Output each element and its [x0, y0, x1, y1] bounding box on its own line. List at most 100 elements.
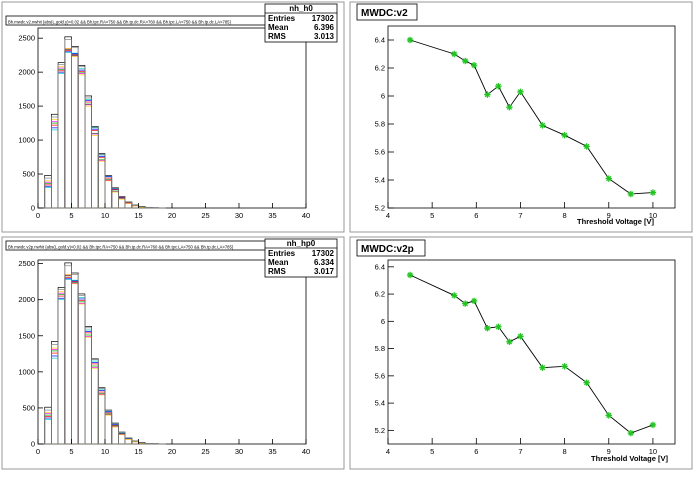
data-point — [628, 430, 634, 436]
y-tick-label: 6.2 — [375, 290, 385, 299]
x-tick-label: 40 — [302, 211, 310, 220]
y-tick-label: 5.8 — [375, 120, 385, 129]
histogram-bin — [145, 443, 152, 444]
data-point — [561, 132, 567, 138]
y-tick-label: 2000 — [18, 68, 35, 77]
x-tick-label: 8 — [563, 447, 567, 456]
stats-value-entries: 17302 — [312, 249, 335, 258]
x-tick-label: 20 — [168, 211, 176, 220]
y-tick-label: 6.4 — [375, 262, 385, 271]
data-point — [471, 62, 477, 68]
stats-label-mean: Mean — [268, 258, 289, 267]
y-tick-label: 5.8 — [375, 344, 385, 353]
x-tick-label: 5 — [430, 211, 434, 220]
x-tick-label: 20 — [168, 447, 176, 456]
x-tick-label: 10 — [101, 211, 109, 220]
chart-title: MWDC:v2 — [361, 8, 408, 19]
x-tick-label: 7 — [518, 211, 522, 220]
data-point — [628, 191, 634, 197]
y-tick-label: 2500 — [18, 34, 35, 43]
plot-frame — [388, 26, 675, 208]
stats-name: nh_hp0 — [287, 239, 316, 248]
y-tick-label: 6.2 — [375, 64, 385, 73]
x-tick-label: 4 — [386, 447, 390, 456]
y-tick-label: 1000 — [18, 136, 35, 145]
data-point — [561, 363, 567, 369]
x-tick-label: 5 — [69, 447, 73, 456]
x-tick-label: 6 — [474, 211, 478, 220]
x-tick-label: 5 — [69, 211, 73, 220]
x-tick-label: 0 — [36, 447, 40, 456]
x-tick-label: 30 — [235, 211, 243, 220]
chart-title: MWDC:v2p — [361, 244, 414, 255]
data-point — [484, 325, 490, 331]
x-tick-label: 8 — [563, 211, 567, 220]
y-tick-label: 1500 — [18, 331, 35, 340]
stats-label-mean: Mean — [268, 23, 289, 32]
stats-name: nh_h0 — [289, 4, 313, 13]
data-point — [650, 189, 656, 195]
x-tick-label: 40 — [302, 447, 310, 456]
stats-label-entries: Entries — [268, 14, 296, 23]
x-axis-label: Threshold Voltage [V] — [577, 217, 654, 226]
data-point — [506, 104, 512, 110]
stats-value-rms: 3.013 — [314, 32, 335, 41]
y-tick-label: 2000 — [18, 295, 35, 304]
y-tick-label: 0 — [31, 204, 35, 213]
y-tick-label: 5.6 — [375, 371, 385, 380]
stats-value-mean: 6.396 — [314, 23, 335, 32]
x-tick-label: 7 — [518, 447, 522, 456]
stats-label-entries: Entries — [268, 249, 296, 258]
y-tick-label: 5.4 — [375, 399, 385, 408]
stats-value-entries: 17302 — [312, 14, 335, 23]
y-tick-label: 5.6 — [375, 148, 385, 157]
y-tick-label: 6.4 — [375, 36, 385, 45]
hist-v2-marks: 0 5 10 15 20 25 30 35 40 0 500 1000 1500 2000 2500 — [18, 28, 310, 220]
x-tick-label: 25 — [201, 211, 209, 220]
x-tick-label: 35 — [268, 447, 276, 456]
data-point — [583, 379, 589, 385]
y-tick-label: 1500 — [18, 102, 35, 111]
x-tick-label: 35 — [268, 211, 276, 220]
x-tick-label: 25 — [201, 447, 209, 456]
y-tick-label: 5.4 — [375, 176, 385, 185]
data-point — [407, 37, 413, 43]
stats-value-rms: 3.017 — [314, 267, 335, 276]
stats-label-rms: RMS — [268, 267, 286, 276]
x-tick-label: 5 — [430, 447, 434, 456]
x-axis-label: Threshold Voltage [V] — [591, 454, 668, 463]
y-tick-label: 6 — [381, 317, 385, 326]
stats-value-mean: 6.334 — [314, 258, 335, 267]
y-tick-label: 500 — [22, 403, 35, 412]
data-point — [407, 272, 413, 278]
y-tick-label: 5.2 — [375, 204, 385, 213]
histogram-bin — [145, 207, 152, 208]
x-tick-label: 4 — [386, 211, 390, 220]
histogram-header: Bh.mwdc.v2.nwhit {abs(L.gold.y)<0.02 && … — [8, 20, 231, 25]
histogram-header: Bh.mwdc.v2p.nwhit {abs(L.gold.y)<0.02 &&… — [8, 245, 234, 250]
y-tick-label: 500 — [22, 170, 35, 179]
y-tick-label: 5.2 — [375, 426, 385, 435]
y-tick-label: 2500 — [18, 259, 35, 268]
stats-box: nh_hp0 Entries 17302 Mean 6.334 RMS 3.01… — [265, 239, 337, 277]
data-point — [506, 339, 512, 345]
x-tick-label: 0 — [36, 211, 40, 220]
stats-label-rms: RMS — [268, 32, 286, 41]
data-point — [583, 143, 589, 149]
pad-hist-v2: 0 5 10 15 20 25 30 35 40 0 500 1000 1500 2000 2500 Bh.… — [2, 2, 344, 232]
y-tick-label: 6 — [381, 92, 385, 101]
data-point — [606, 175, 612, 181]
stats-box: nh_h0 Entries 17302 Mean 6.396 RMS 3.013 — [265, 4, 337, 42]
x-tick-label: 10 — [101, 447, 109, 456]
data-point — [517, 89, 523, 95]
y-tick-label: 1000 — [18, 367, 35, 376]
x-tick-label: 30 — [235, 447, 243, 456]
x-tick-label: 15 — [134, 211, 142, 220]
